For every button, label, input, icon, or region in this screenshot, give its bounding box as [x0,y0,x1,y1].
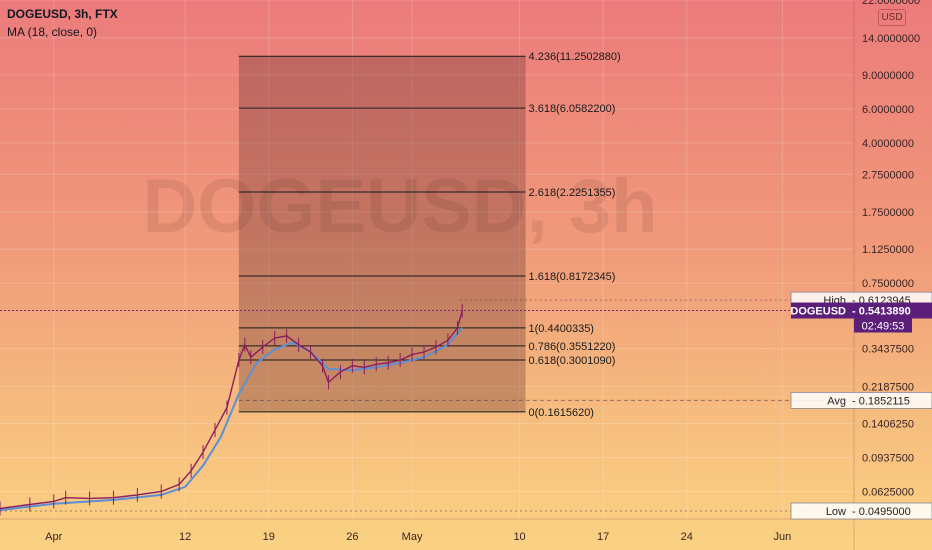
y-tick-label: 0.0625000 [862,486,914,498]
countdown-box [854,318,912,333]
y-tick-label: 22.0000000 [862,0,920,7]
x-tick-label: Jun [773,531,791,543]
countdown-label: 02:49:53 [862,321,905,333]
x-tick-label: May [402,531,423,543]
y-tick-label: 0.7500000 [862,278,914,290]
x-tick-label: 26 [346,531,358,543]
currency-badge[interactable]: USD [878,9,906,26]
x-tick-label: 24 [681,531,693,543]
fib-extension-box [238,56,526,412]
x-tick-label: 12 [179,531,191,543]
y-tick-label: 4.0000000 [862,138,914,150]
low-marker-value: - 0.0495000 [852,506,911,518]
low-marker-label: Low [826,506,846,518]
last-marker-label: DOGEUSD [790,306,846,318]
y-tick-label: 6.0000000 [862,104,914,116]
last-marker-box [791,302,932,319]
indicator-legend[interactable]: MA (18, close, 0) [7,25,98,39]
symbol-title[interactable]: DOGEUSD, 3h, FTX [7,7,118,21]
y-tick-label: 1.1250000 [862,244,914,256]
last-marker-value: - 0.5413890 [852,306,911,318]
fib-level-label: 2.618(2.2251355) [529,187,616,199]
x-tick-label: 10 [513,531,525,543]
y-tick-label: 14.0000000 [862,33,920,45]
avg-marker-box [790,392,932,409]
fib-level-label: 1.618(0.8172345) [529,271,616,283]
price-line [0,310,463,510]
fib-level-label: 4.236(11.2502880) [529,51,621,63]
watermark-symbol: DOGEUSD, 3h [142,164,657,249]
x-tick-label: 19 [263,531,275,543]
fib-level-label: 0.618(0.3001090) [529,355,616,367]
x-tick-label: Apr [45,531,62,543]
low-marker-box [790,502,932,520]
y-tick-label: 9.0000000 [862,70,914,82]
fib-level-label: 1(0.4400335) [529,323,594,335]
y-tick-label: 2.7500000 [862,169,914,181]
avg-marker-label: Avg [827,395,846,407]
x-tick-label: 17 [597,531,609,543]
fib-level-label: 0.786(0.3551220) [529,341,616,353]
y-tick-label: 1.7500000 [862,207,914,219]
y-tick-label: 0.2187500 [862,381,914,393]
y-tick-label: 0.0937500 [862,452,914,464]
fib-level-label: 0(0.1615620) [529,407,594,419]
y-tick-label: 0.1406250 [862,418,914,430]
avg-marker-value: - 0.1852115 [852,395,910,407]
y-tick-label: 0.3437500 [862,344,914,356]
fib-level-label: 3.618(6.0582200) [529,103,616,115]
